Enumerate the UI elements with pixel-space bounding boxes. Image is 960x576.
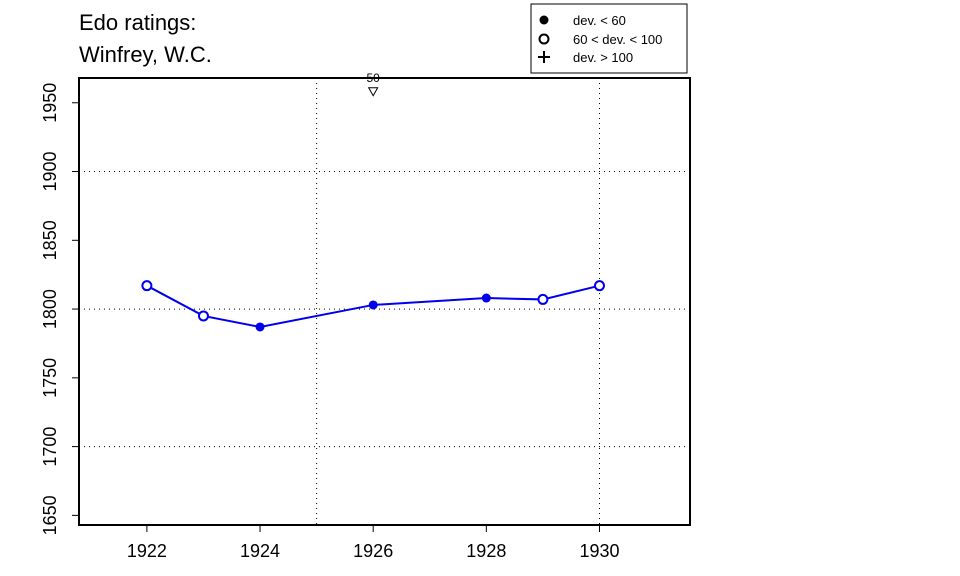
y-axis: 1650 1700 1750 1800 1850 1900 1950 <box>40 83 79 535</box>
legend-symbol-plus <box>538 51 550 63</box>
y-tick-label: 1750 <box>40 358 60 398</box>
y-tick-label: 1650 <box>40 495 60 535</box>
x-tick-label: 1922 <box>127 541 167 561</box>
chart-title: Edo ratings: Winfrey, W.C. <box>79 10 212 67</box>
y-tick-label: 1900 <box>40 152 60 192</box>
legend-symbol-open-circle <box>538 33 550 45</box>
x-tick-label: 1928 <box>466 541 506 561</box>
data-point <box>481 293 491 303</box>
y-tick-label: 1700 <box>40 427 60 467</box>
annotation-marker <box>367 87 379 97</box>
data-point <box>141 280 153 292</box>
legend-label-3: dev. > 100 <box>573 50 633 65</box>
data-point <box>197 310 209 322</box>
data-point <box>593 280 605 292</box>
x-axis: 1922 1924 1926 1928 1930 <box>127 525 620 561</box>
y-tick-label: 1950 <box>40 83 60 123</box>
y-tick-label: 1800 <box>40 289 60 329</box>
grid <box>79 78 690 525</box>
data-point <box>368 300 378 310</box>
legend-label-1: dev. < 60 <box>573 13 626 28</box>
legend-box <box>530 3 688 74</box>
legend: dev. < 60 60 < dev. < 100 dev. > 100 <box>530 3 688 74</box>
data-point <box>255 322 265 332</box>
legend-label-2: 60 < dev. < 100 <box>573 32 662 47</box>
data-point <box>537 293 549 305</box>
x-tick-label: 1930 <box>579 541 619 561</box>
x-tick-label: 1924 <box>240 541 280 561</box>
chart-title-line-2: Winfrey, W.C. <box>79 42 212 67</box>
annotations: 50 <box>367 71 380 97</box>
legend-symbol-filled-circle <box>539 15 549 25</box>
series <box>141 280 605 332</box>
chart-title-line-1: Edo ratings: <box>79 10 196 35</box>
plot-frame <box>78 77 691 526</box>
x-tick-label: 1926 <box>353 541 393 561</box>
y-tick-label: 1850 <box>40 220 60 260</box>
